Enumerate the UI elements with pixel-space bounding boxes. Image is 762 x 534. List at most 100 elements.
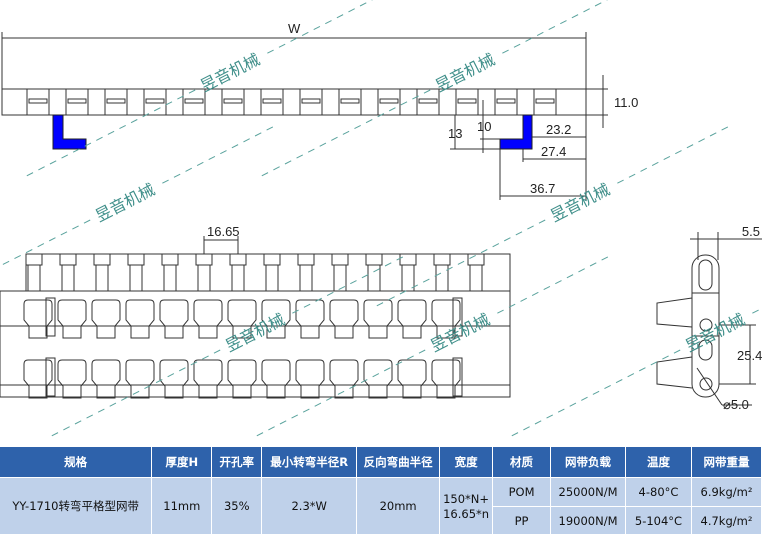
watermark-dash	[256, 348, 429, 437]
header-model: 规格	[0, 447, 153, 478]
slot-opening	[91, 359, 121, 399]
link-bar	[535, 98, 555, 104]
table-row: PP 19000N/M 5-104°C 4.7kg/m²	[0, 506, 762, 534]
belt-side-profile	[1, 88, 587, 116]
slot-opening	[57, 299, 87, 339]
tooth-stem	[299, 265, 313, 291]
dim-10-label: 10	[477, 119, 491, 134]
watermark: 昱音机械	[256, 253, 614, 437]
link-bar	[145, 98, 165, 104]
slot-opening	[295, 299, 325, 339]
cell-temperature: 4-80°C	[625, 477, 692, 507]
slot-opening	[125, 299, 155, 339]
tooth	[433, 253, 451, 266]
cell-material: PP	[492, 506, 552, 534]
watermark-dash	[0, 218, 94, 307]
tooth-stem	[231, 265, 245, 291]
watermark-dash	[51, 348, 224, 437]
cell-min-turn-radius: 2.3*W	[261, 477, 358, 534]
watermark-dash	[162, 123, 279, 184]
hinge-lock	[45, 357, 56, 397]
width-label: W	[288, 21, 301, 36]
tooth	[229, 253, 247, 266]
cell-model: YY-1710转弯平格型网带	[0, 477, 153, 534]
link-bar	[67, 98, 87, 104]
tooth	[297, 253, 315, 266]
table-row: YY-1710转弯平格型网带 11mm 35% 2.3*W 20mm 150*N…	[0, 477, 762, 534]
header-weight: 网带重量	[691, 447, 762, 478]
watermark: 昱音机械	[511, 253, 762, 437]
width-line-2: 16.65*n	[443, 506, 490, 521]
tooth-stem	[129, 265, 143, 291]
tooth-stem	[401, 265, 415, 291]
slot-opening	[91, 299, 121, 339]
height-dim-label: 11.0	[614, 95, 638, 110]
left-guide-profile	[52, 114, 87, 150]
cell-temperature: 5-104°C	[625, 506, 692, 534]
watermark-dash	[26, 88, 199, 177]
header-open-area: 开孔率	[211, 447, 263, 478]
table-header-row: 规格 厚度H 开孔率 最小转弯半径R 反向弯曲半径 宽度 材质 网带负载 温度 …	[0, 447, 762, 478]
watermark-dash	[261, 88, 434, 177]
technical-drawing: W 11.0 13 10 23.2 27.4 36.7 16.65 5.5 25…	[0, 0, 762, 437]
slot-opening	[23, 359, 53, 399]
tooth	[365, 253, 383, 266]
watermark-dash	[511, 348, 684, 437]
slot-opening	[295, 359, 325, 399]
link-bar	[223, 98, 243, 104]
watermark-dash	[497, 253, 614, 314]
slot-opening	[193, 359, 223, 399]
header-load: 网带负载	[550, 447, 626, 478]
dim-5-5-label: 5.5	[742, 224, 760, 239]
watermark: 昱音机械	[51, 253, 409, 437]
tooth-stem	[61, 265, 75, 291]
hinge-lock	[45, 297, 56, 337]
header-material: 材质	[492, 447, 552, 478]
slot-opening	[57, 359, 87, 399]
hole-dim-label: ⌀5.0	[723, 397, 749, 412]
slot-opening	[125, 359, 155, 399]
side-view	[656, 232, 762, 406]
watermark-dash	[502, 0, 619, 54]
width-line-1: 150*N+	[443, 491, 490, 506]
cell-thickness: 11mm	[151, 477, 213, 534]
link-bar	[28, 98, 48, 104]
slot-opening	[227, 299, 257, 339]
watermark: 昱音机械	[0, 123, 279, 307]
tooth-stem	[469, 265, 483, 291]
watermark-text: 昱音机械	[93, 181, 158, 226]
tooth	[161, 253, 179, 266]
tooth-stem	[367, 265, 381, 291]
dim-36-7-label: 36.7	[530, 181, 555, 196]
hinge-lock	[452, 357, 463, 397]
tooth	[93, 253, 111, 266]
slot-opening	[159, 299, 189, 339]
link-bar	[418, 98, 438, 104]
watermark-text: 昱音机械	[548, 181, 613, 226]
cell-back-bend-radius: 20mm	[356, 477, 441, 534]
tooth	[263, 253, 281, 266]
spec-table: 规格 厚度H 开孔率 最小转弯半径R 反向弯曲半径 宽度 材质 网带负载 温度 …	[0, 447, 762, 534]
hinge-lock	[452, 297, 463, 337]
belt-body	[0, 290, 511, 398]
link-bar	[106, 98, 126, 104]
header-thickness: 厚度H	[151, 447, 213, 478]
tooth-stem	[163, 265, 177, 291]
plan-view	[0, 253, 511, 399]
watermark-dash	[376, 218, 549, 307]
slot-opening	[397, 359, 427, 399]
tooth-stem	[333, 265, 347, 291]
slot-opening	[329, 359, 359, 399]
cell-load: 25000N/M	[550, 477, 626, 507]
link-bar	[496, 98, 516, 104]
link-bar	[340, 98, 360, 104]
slot-opening	[431, 299, 461, 339]
slot-opening	[431, 359, 461, 399]
link-bar	[184, 98, 204, 104]
cell-weight: 4.7kg/m²	[691, 506, 762, 534]
tooth	[59, 253, 77, 266]
link-bar	[301, 98, 321, 104]
header-back-bend-radius: 反向弯曲半径	[356, 447, 441, 478]
dim-27-4-label: 27.4	[541, 144, 566, 159]
tooth	[25, 253, 43, 266]
